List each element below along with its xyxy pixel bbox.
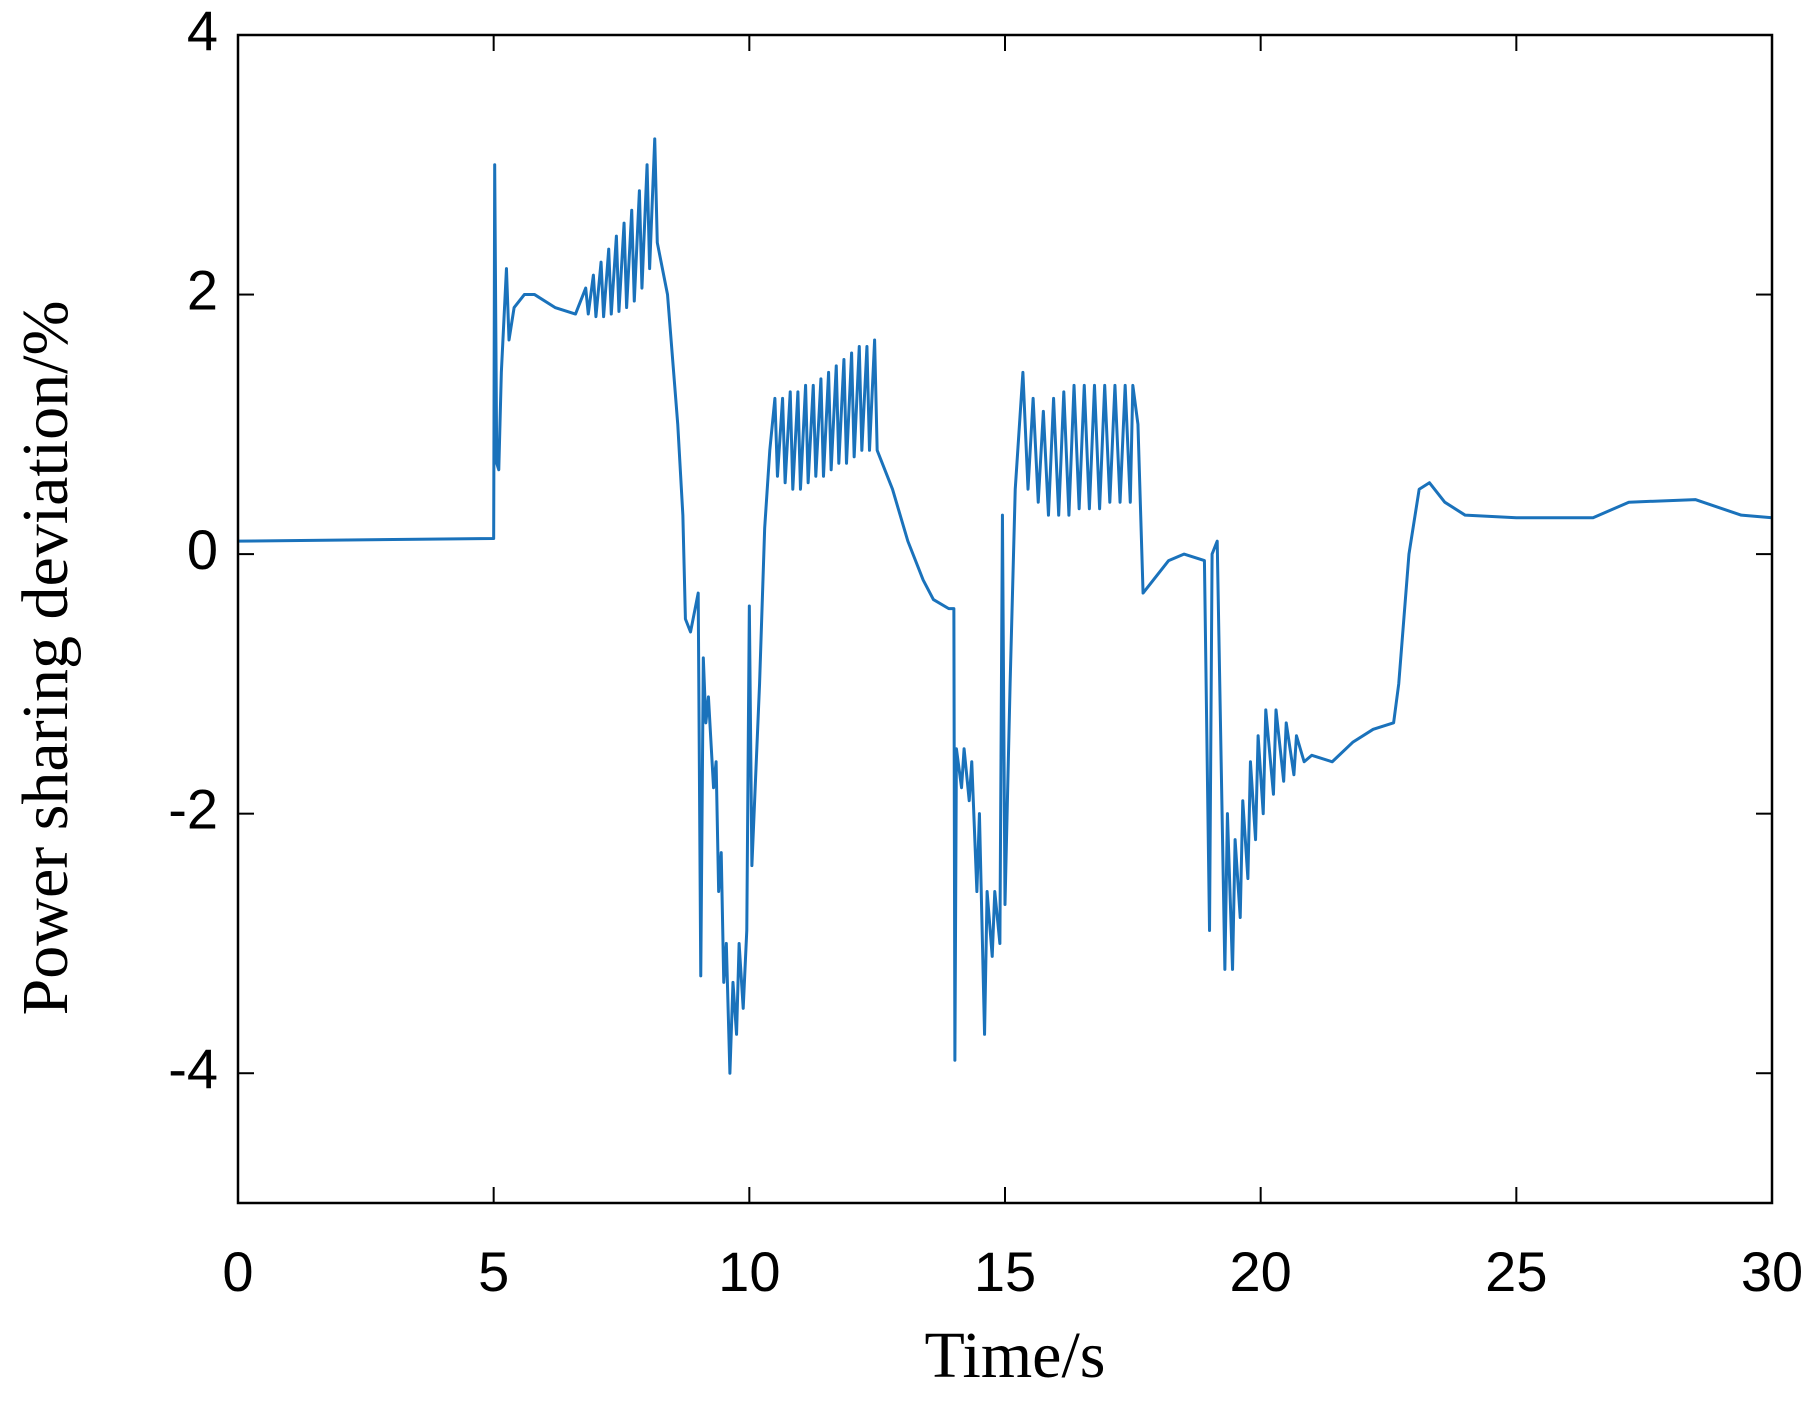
y-axis-title: Power sharing deviation/% xyxy=(9,301,82,1016)
y-tick-label: 0 xyxy=(187,518,218,581)
x-tick-label: 0 xyxy=(222,1240,253,1303)
y-tick-label: 4 xyxy=(187,0,218,62)
x-tick-label: 10 xyxy=(718,1240,780,1303)
x-tick-label: 5 xyxy=(478,1240,509,1303)
data-line xyxy=(237,137,1773,1075)
x-tick-label: 30 xyxy=(1741,1240,1803,1303)
x-tick-label: 15 xyxy=(974,1240,1036,1303)
x-tick-label: 25 xyxy=(1485,1240,1547,1303)
y-tick-label: -2 xyxy=(168,777,218,840)
y-tick-label: -4 xyxy=(168,1037,218,1100)
x-axis-title: Time/s xyxy=(925,1319,1106,1392)
x-tick-label: 20 xyxy=(1230,1240,1292,1303)
y-tick-label: 2 xyxy=(187,258,218,321)
plot-frame xyxy=(236,33,1774,1205)
